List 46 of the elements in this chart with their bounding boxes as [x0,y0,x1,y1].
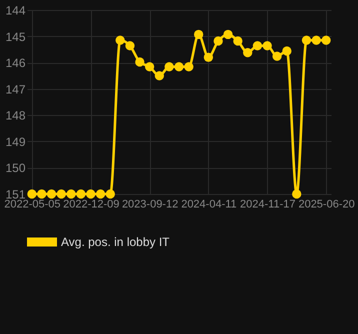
point [194,30,204,40]
point [56,189,66,199]
point [184,62,194,72]
y-tick-label: 145 [5,30,26,44]
y-tick-label: 150 [5,161,26,176]
point [144,62,154,72]
point [76,189,86,199]
x-tick-label: 2025-06-20 [298,198,355,210]
point [37,189,46,199]
point [252,41,262,50]
x-tick-label: 2024-04-11 [181,198,237,210]
point [164,62,174,72]
point [292,189,302,199]
y-tick-label: 147 [5,82,26,96]
point [223,30,233,40]
point [302,36,312,45]
legend-label: Avg. pos. in lobby IT [61,235,170,249]
y-tick-label: 151 [5,188,26,202]
x-tick-label: 2024-11-17 [240,198,296,210]
point [86,189,96,199]
y-tick-label: 148 [5,108,26,123]
y-tick-label: 149 [5,134,26,149]
x-tick-label: 2023-09-12 [122,198,178,210]
point [154,71,164,80]
point [272,52,282,61]
point [214,36,223,46]
y-tick-label: 146 [5,56,26,70]
point [233,36,242,46]
point [66,189,76,199]
point [174,62,184,72]
point [116,36,125,45]
point [262,41,272,50]
point [125,41,135,50]
point [282,46,292,56]
x-tick-label: 2022-05-05 [4,198,61,210]
point [106,189,115,199]
point [96,189,106,199]
x-tick-label: 2022-12-09 [63,198,120,210]
y-tick-label: 144 [5,4,26,18]
point [46,189,56,199]
point [135,57,144,67]
point [243,48,252,58]
point [27,189,37,199]
point [204,52,214,62]
point [321,36,331,45]
point [312,36,321,45]
